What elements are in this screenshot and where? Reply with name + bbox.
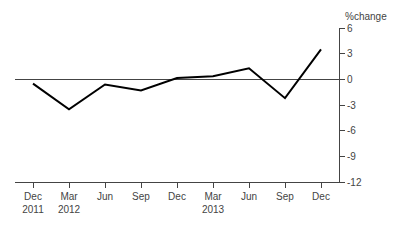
svg-text:3: 3 xyxy=(347,48,353,59)
svg-text:Mar2013: Mar2013 xyxy=(202,191,225,215)
svg-text:Dec: Dec xyxy=(312,191,330,202)
svg-text:6: 6 xyxy=(347,23,353,34)
svg-text:Jun: Jun xyxy=(241,191,257,202)
svg-text:0: 0 xyxy=(347,74,353,85)
svg-text:-9: -9 xyxy=(347,151,356,162)
svg-text:Dec2011: Dec2011 xyxy=(22,191,44,215)
svg-text:Dec: Dec xyxy=(168,191,186,202)
svg-text:Jun: Jun xyxy=(97,191,113,202)
svg-text:-6: -6 xyxy=(347,125,356,136)
svg-text:Sep: Sep xyxy=(132,191,150,202)
svg-text:%change: %change xyxy=(345,11,387,22)
svg-text:-3: -3 xyxy=(347,100,356,111)
svg-text:Sep: Sep xyxy=(276,191,294,202)
svg-text:Mar2012: Mar2012 xyxy=(58,191,81,215)
svg-text:-12: -12 xyxy=(347,177,362,188)
